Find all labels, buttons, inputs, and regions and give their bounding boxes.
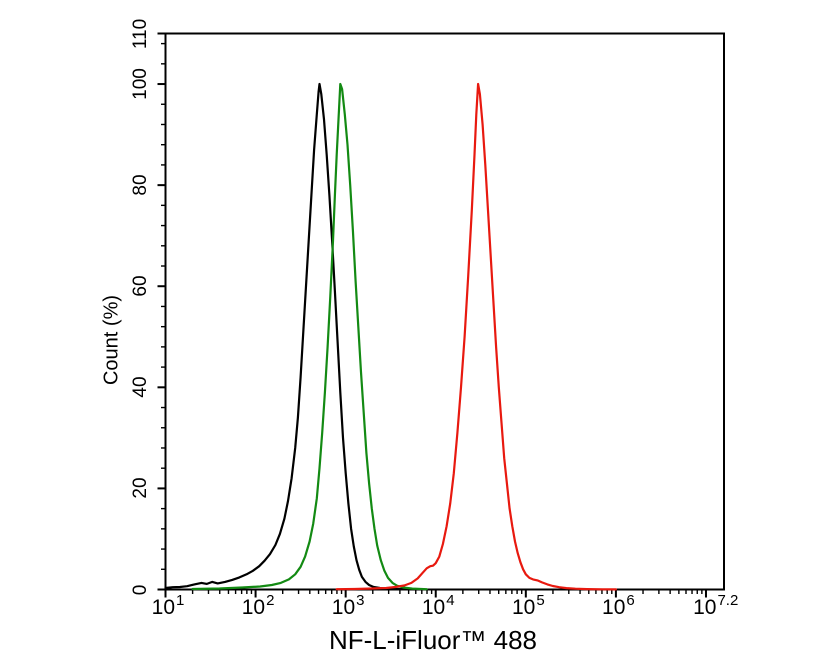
y-tick-label: 20 [130, 477, 151, 499]
x-tick-label: 104 [421, 592, 455, 619]
x-tick-label: 107.2 [693, 592, 739, 619]
plot-border [164, 32, 725, 591]
y-tick-label: 110 [130, 18, 151, 49]
y-tick-label: 60 [130, 275, 151, 297]
y-tick-label: 100 [130, 68, 151, 100]
y-tick-label: 40 [130, 376, 151, 398]
x-tick-label: 103 [331, 592, 365, 619]
x-tick-label: 101 [151, 592, 185, 619]
y-tick-label: 0 [130, 584, 151, 595]
x-tick-label: 102 [241, 592, 275, 619]
x-tick-label: 106 [602, 592, 635, 619]
red-curve [335, 82, 617, 591]
x-axis-title: NF-L-iFluor™ 488 [328, 625, 538, 655]
green-curve [191, 82, 428, 591]
y-axis-title: Count (%) [100, 294, 123, 386]
black-curve [164, 82, 424, 591]
y-tick-label: 80 [130, 174, 151, 196]
x-tick-label: 105 [511, 592, 545, 619]
